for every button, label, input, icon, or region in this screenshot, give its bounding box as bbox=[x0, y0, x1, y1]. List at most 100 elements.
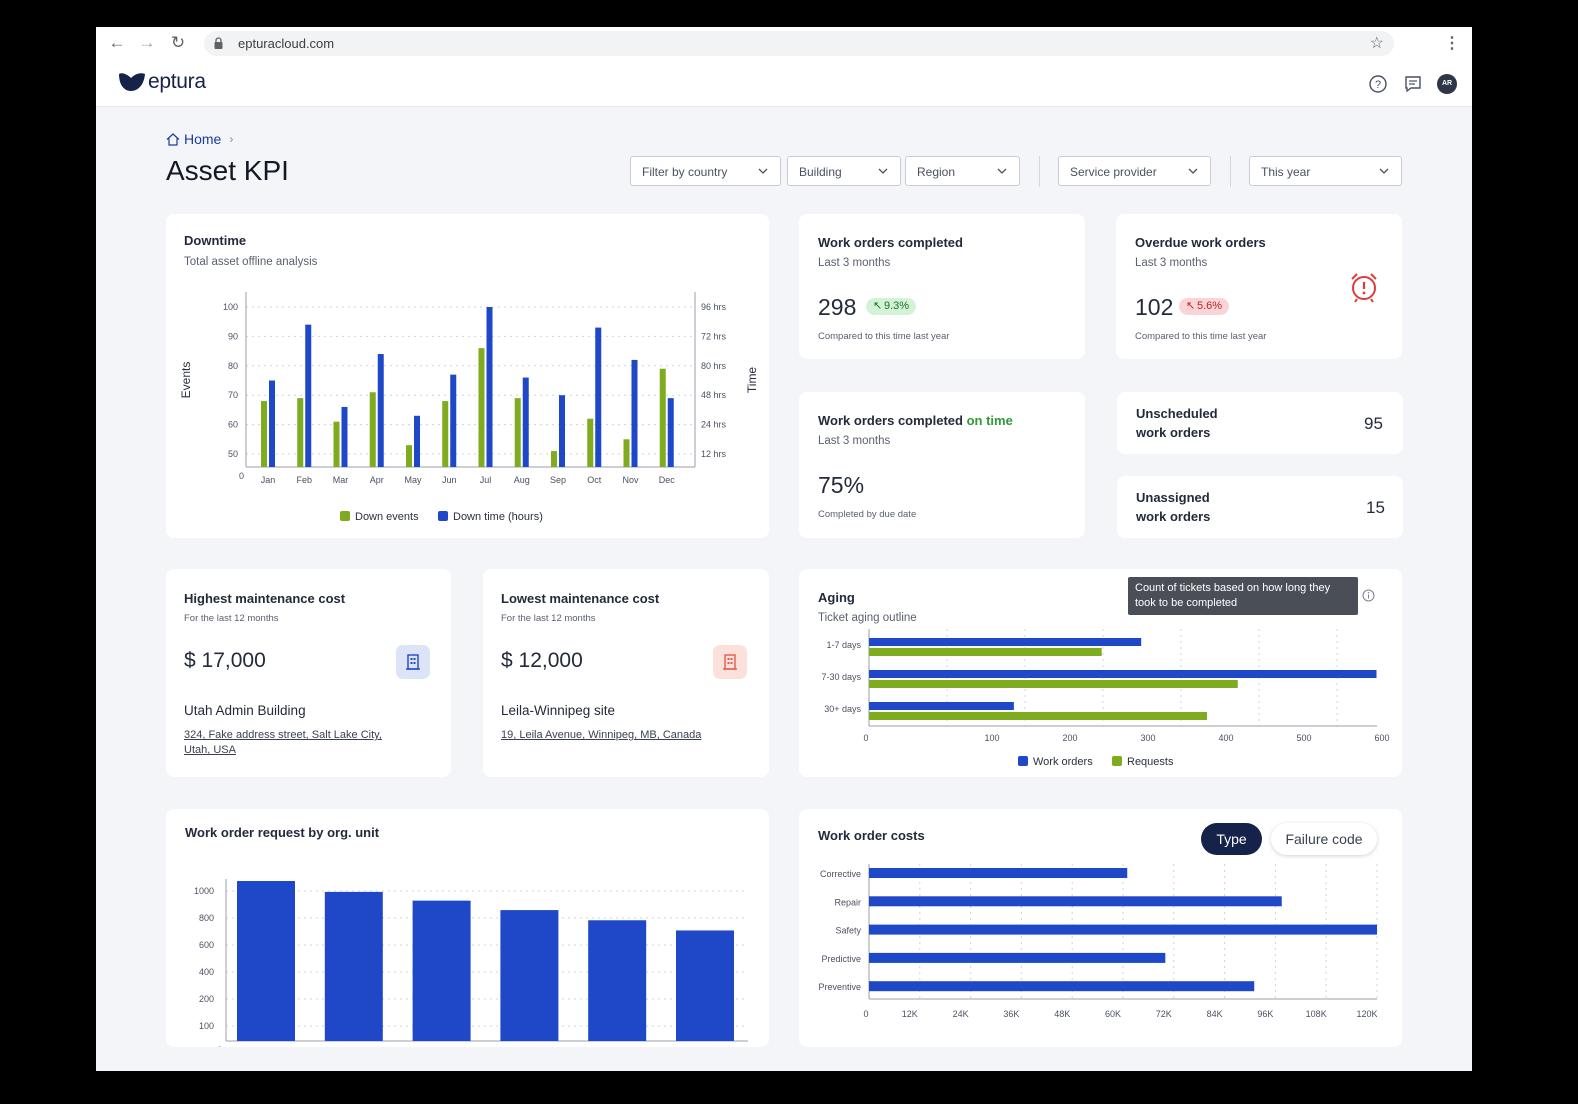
breadcrumb-home[interactable]: Home bbox=[184, 131, 222, 147]
x-tick-label: 108K bbox=[1306, 1009, 1327, 1019]
bookmark-star-icon[interactable]: ☆ bbox=[1369, 35, 1384, 52]
wo-completed-period: Last 3 months bbox=[818, 257, 891, 269]
browser-toolbar: ← → ↻ epturacloud.com ☆ ⋮ bbox=[96, 27, 1472, 60]
requests-bar bbox=[869, 712, 1208, 720]
help-icon[interactable]: ? bbox=[1368, 74, 1388, 94]
highest-cost-period: For the last 12 months bbox=[184, 613, 279, 624]
x-tick-label: 400 bbox=[1218, 733, 1233, 743]
down-events-bar bbox=[551, 451, 557, 467]
downtime-title: Downtime bbox=[184, 233, 247, 248]
lowest-cost-address-line1: 19, Leila Avenue, Winnipeg, MB, Canada bbox=[501, 729, 702, 741]
cost-bar bbox=[869, 868, 1128, 878]
y-tick-label: 100 bbox=[199, 1021, 214, 1031]
reload-icon[interactable]: ↻ bbox=[170, 33, 186, 52]
highest-cost-value: $ 17,000 bbox=[184, 649, 266, 672]
y2-tick-label: 12 hrs bbox=[701, 449, 727, 459]
legend-label-requests: Requests bbox=[1127, 756, 1174, 768]
highest-cost-address-link[interactable]: 324, Fake address street, Salt Lake City… bbox=[184, 728, 382, 758]
address-bar[interactable]: epturacloud.com ☆ bbox=[204, 31, 1394, 56]
wo-completed-title: Work orders completed bbox=[818, 235, 963, 250]
avatar[interactable]: AR bbox=[1437, 74, 1457, 94]
info-icon[interactable] bbox=[1362, 589, 1375, 602]
down-events-bar bbox=[587, 418, 594, 467]
forward-icon[interactable]: → bbox=[138, 33, 156, 52]
work-orders-bar bbox=[869, 670, 1377, 678]
cost-bar bbox=[869, 981, 1255, 992]
logo-mark-icon bbox=[119, 73, 145, 91]
service-provider-dropdown[interactable]: Service provider bbox=[1058, 156, 1211, 186]
breadcrumb-separator: › bbox=[229, 132, 234, 146]
tab-failure-code[interactable]: Failure code bbox=[1271, 823, 1377, 855]
on-time-period: Last 3 months bbox=[818, 435, 891, 447]
down-time-bar bbox=[595, 327, 602, 467]
x-tick-label: 0 bbox=[863, 733, 868, 743]
down-events-bar bbox=[297, 398, 304, 467]
down-events-bar bbox=[406, 445, 412, 467]
down-time-bar bbox=[631, 359, 638, 467]
legend-swatch-events bbox=[340, 511, 350, 521]
x-tick-label: 36K bbox=[1003, 1009, 1019, 1019]
unassigned-label: Unassigned work orders bbox=[1136, 488, 1210, 526]
eptura-logo[interactable]: eptura bbox=[118, 70, 206, 94]
requests-bar bbox=[869, 648, 1102, 656]
y-tick-label: 800 bbox=[199, 913, 214, 923]
org-unit-bar bbox=[500, 910, 559, 1041]
y-tick-label: 7-30 days bbox=[821, 672, 861, 682]
y-tick-label: 400 bbox=[199, 967, 214, 977]
overdue-change: 5.6% bbox=[1197, 300, 1223, 312]
y-tick-label: 1000 bbox=[194, 886, 214, 896]
y-tick-label: 50 bbox=[228, 449, 238, 459]
y2-tick-label: 48 hrs bbox=[701, 390, 727, 400]
on-time-card: Work orders completed on time Last 3 mon… bbox=[799, 392, 1085, 538]
highest-cost-address-line2: Utah, USA bbox=[184, 744, 236, 756]
y-tick-label: 200 bbox=[199, 994, 214, 1004]
overdue-title: Overdue work orders bbox=[1135, 235, 1266, 250]
cost-bar bbox=[869, 952, 1166, 963]
country-filter-dropdown[interactable]: Filter by country bbox=[630, 156, 781, 186]
highest-cost-card: Highest maintenance cost For the last 12… bbox=[166, 569, 451, 777]
downtime-subtitle: Total asset offline analysis bbox=[184, 256, 318, 268]
chat-icon[interactable] bbox=[1403, 74, 1423, 94]
y-tick-label: 1-7 days bbox=[826, 640, 861, 650]
home-icon[interactable] bbox=[166, 132, 180, 146]
overdue-period: Last 3 months bbox=[1135, 257, 1208, 269]
down-events-bar bbox=[333, 421, 340, 467]
unassigned-card[interactable]: Unassigned work orders 15 bbox=[1117, 476, 1403, 538]
unassigned-label-line2: work orders bbox=[1136, 509, 1211, 524]
x-tick-label: Oct bbox=[587, 475, 602, 485]
aging-tooltip-line1: Count of tickets based on how long they bbox=[1135, 582, 1331, 594]
country-filter-label: Filter by country bbox=[642, 165, 728, 179]
x-tick-label: Aug bbox=[514, 475, 530, 485]
building-filter-dropdown[interactable]: Building bbox=[787, 156, 901, 186]
x-tick-label: 96K bbox=[1257, 1009, 1273, 1019]
down-time-bar bbox=[667, 398, 674, 467]
down-events-bar bbox=[514, 398, 521, 467]
y2-axis-label: Time bbox=[745, 367, 759, 394]
region-filter-dropdown[interactable]: Region bbox=[905, 156, 1020, 186]
legend-swatch-time bbox=[438, 511, 448, 521]
down-time-bar bbox=[377, 354, 384, 467]
tab-type[interactable]: Type bbox=[1201, 823, 1262, 855]
org-unit-bar bbox=[412, 900, 471, 1041]
requests-bar bbox=[869, 680, 1238, 688]
lowest-cost-title: Lowest maintenance cost bbox=[501, 591, 660, 606]
down-time-bar bbox=[450, 374, 457, 467]
back-icon[interactable]: ← bbox=[108, 33, 126, 52]
chevron-down-icon bbox=[1379, 168, 1389, 174]
x-tick-label: 200 bbox=[1062, 733, 1077, 743]
lowest-cost-address-link[interactable]: 19, Leila Avenue, Winnipeg, MB, Canada bbox=[501, 728, 701, 743]
period-dropdown[interactable]: This year bbox=[1249, 156, 1402, 186]
y-tick-label: 0 bbox=[217, 1045, 222, 1047]
x-tick-label: Feb bbox=[296, 475, 312, 485]
on-time-title: Work orders completed on time bbox=[818, 413, 1013, 428]
x-tick-label: Jul bbox=[480, 475, 492, 485]
browser-menu-icon[interactable]: ⋮ bbox=[1444, 35, 1460, 52]
org-unit-bar bbox=[676, 930, 734, 1041]
unscheduled-card[interactable]: Unscheduled work orders 95 bbox=[1117, 392, 1403, 454]
unscheduled-label: Unscheduled work orders bbox=[1136, 404, 1218, 442]
down-time-bar bbox=[305, 324, 312, 467]
y-tick-label: 30+ days bbox=[824, 704, 861, 714]
on-time-title-prefix: Work orders completed bbox=[818, 413, 963, 428]
y-axis-label: Events bbox=[179, 362, 193, 399]
lock-icon bbox=[214, 37, 223, 49]
